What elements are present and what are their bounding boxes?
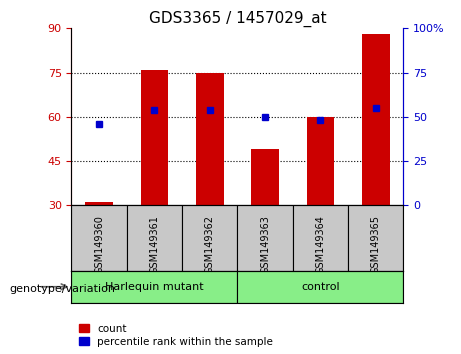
Text: GSM149361: GSM149361 bbox=[149, 215, 160, 274]
FancyBboxPatch shape bbox=[237, 271, 403, 303]
Text: control: control bbox=[301, 282, 340, 292]
Legend: count, percentile rank within the sample: count, percentile rank within the sample bbox=[77, 321, 276, 349]
Bar bbox=[85, 202, 113, 205]
FancyBboxPatch shape bbox=[182, 205, 237, 271]
Bar bbox=[307, 117, 334, 205]
Text: GSM149365: GSM149365 bbox=[371, 215, 381, 274]
Text: GSM149362: GSM149362 bbox=[205, 215, 215, 274]
FancyBboxPatch shape bbox=[71, 271, 237, 303]
Bar bbox=[141, 70, 168, 205]
FancyBboxPatch shape bbox=[348, 205, 403, 271]
FancyBboxPatch shape bbox=[237, 205, 293, 271]
Text: GSM149360: GSM149360 bbox=[94, 215, 104, 274]
Bar bbox=[362, 34, 390, 205]
Bar bbox=[251, 149, 279, 205]
Text: genotype/variation: genotype/variation bbox=[9, 284, 115, 293]
Text: GSM149363: GSM149363 bbox=[260, 215, 270, 274]
FancyBboxPatch shape bbox=[71, 205, 127, 271]
FancyBboxPatch shape bbox=[293, 205, 348, 271]
Title: GDS3365 / 1457029_at: GDS3365 / 1457029_at bbox=[148, 11, 326, 27]
Bar bbox=[196, 73, 224, 205]
Text: Harlequin mutant: Harlequin mutant bbox=[105, 282, 204, 292]
Text: GSM149364: GSM149364 bbox=[315, 215, 325, 274]
FancyBboxPatch shape bbox=[127, 205, 182, 271]
